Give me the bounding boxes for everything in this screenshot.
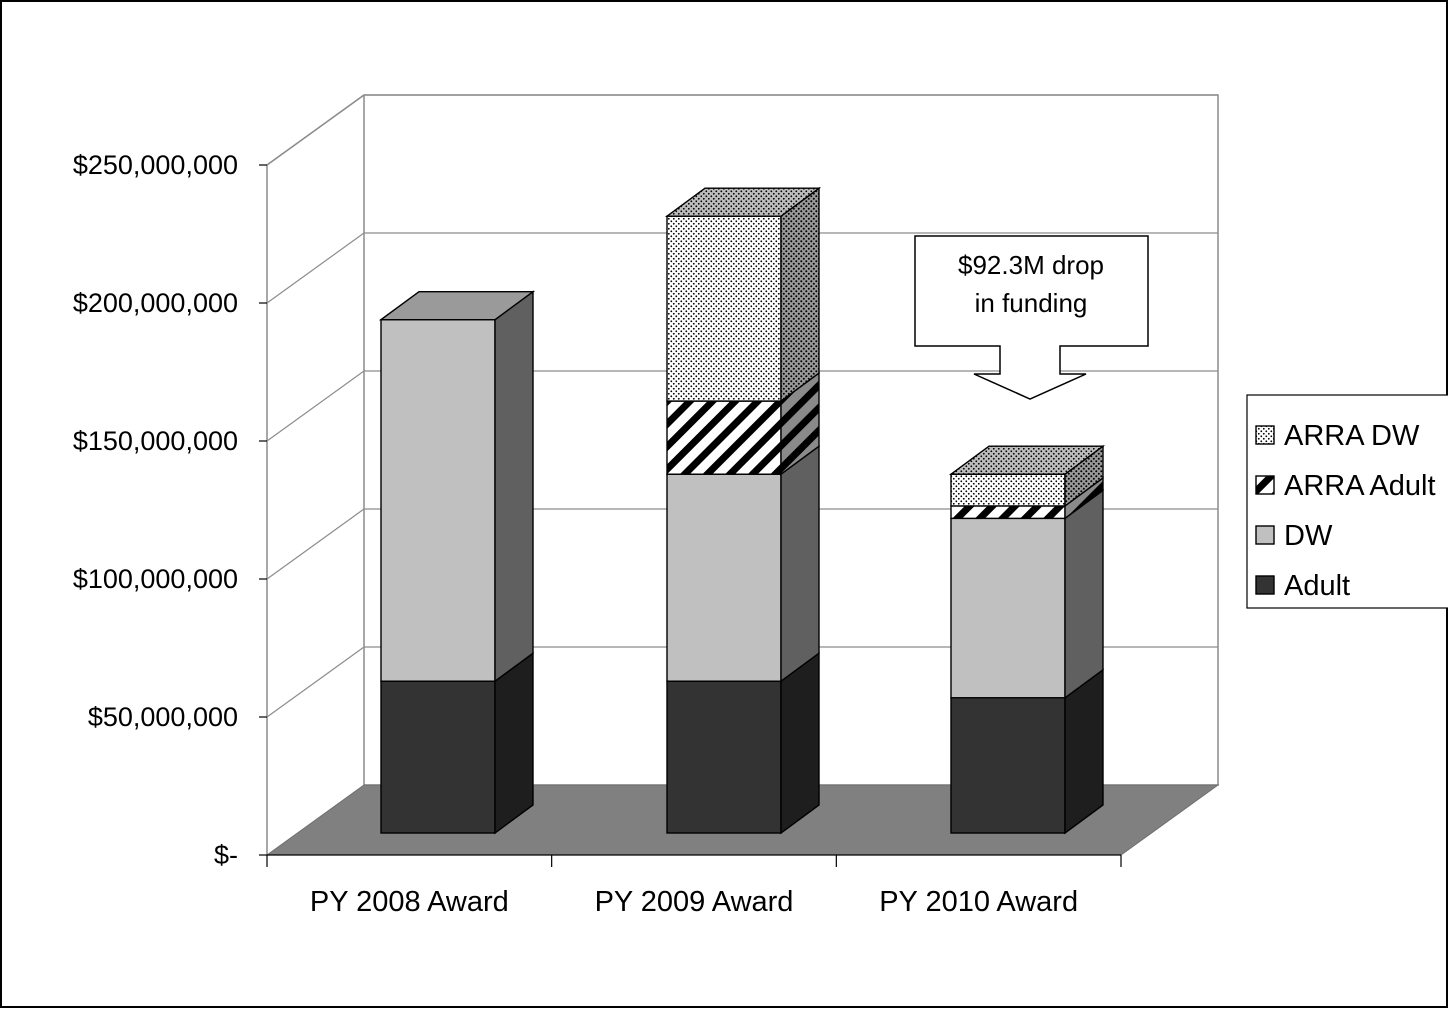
bar-segment [950, 488, 1104, 700]
legend-label: ARRA DW [1284, 420, 1420, 452]
bar-front [666, 400, 782, 475]
x-tick-label: PY 2010 Award [879, 886, 1078, 918]
bar-segment [950, 668, 1104, 835]
y-tick-label: $100,000,000 [73, 564, 238, 594]
bar-front [666, 473, 782, 682]
bar-front [950, 473, 1066, 507]
bar-side [780, 651, 820, 835]
y-tick-label: $150,000,000 [73, 426, 238, 456]
bar-segment [666, 444, 820, 683]
gridline-side [266, 370, 365, 442]
bar-segment [666, 371, 820, 476]
legend: ARRA DW ARRA Adult DW Adult [1246, 394, 1448, 609]
y-tick-label: $200,000,000 [73, 288, 238, 318]
bar-segment [950, 444, 1104, 508]
bar-top [378, 290, 536, 321]
annotation-callout: $92.3M drop in funding [914, 235, 1149, 400]
gridline-side [266, 94, 365, 166]
y-tick-label: $50,000,000 [88, 702, 238, 732]
bar-side [780, 444, 820, 683]
y-tick-label: $250,000,000 [73, 150, 238, 180]
gridline-side [266, 232, 365, 304]
bar-top [664, 187, 822, 217]
gridline-side [266, 508, 365, 580]
x-tick-label: PY 2008 Award [310, 886, 509, 918]
callout-line-1: $92.3M drop [958, 250, 1104, 280]
bars [378, 186, 1106, 835]
bar-side [494, 290, 534, 683]
legend-swatch [1255, 525, 1275, 545]
bar-side [1064, 488, 1104, 700]
bar-front [950, 697, 1066, 834]
bar-top [948, 445, 1106, 475]
legend-box [1246, 394, 1448, 609]
bar-side [494, 651, 534, 835]
x-axis: PY 2008 Award PY 2009 Award PY 2010 Award [266, 854, 1122, 918]
legend-swatch [1255, 425, 1275, 445]
bar-front [380, 680, 496, 834]
bar-segment [666, 186, 820, 403]
bar-front [950, 505, 1066, 520]
callout-arrow-shape [914, 235, 1149, 400]
bar-segment [950, 476, 1104, 520]
legend-label: ARRA Adult [1284, 470, 1436, 502]
bar-side [780, 186, 820, 403]
bar-segment [380, 290, 534, 683]
y-axis-ticks: $- $50,000,000 $100,000,000 $150,000,000 $20… [73, 150, 267, 870]
bar-front [950, 517, 1066, 699]
callout-line-2: in funding [975, 288, 1088, 318]
bar-front [666, 215, 782, 402]
bar-front [380, 318, 496, 682]
bar-front [666, 680, 782, 834]
bar-segment [666, 651, 820, 835]
legend-label: Adult [1284, 570, 1350, 602]
legend-swatch [1255, 475, 1275, 495]
legend-swatch [1255, 575, 1275, 595]
legend-label: DW [1284, 520, 1333, 552]
x-tick-label: PY 2009 Award [595, 886, 794, 918]
y-tick-label: $- [214, 840, 238, 870]
gridline-side [266, 646, 365, 718]
